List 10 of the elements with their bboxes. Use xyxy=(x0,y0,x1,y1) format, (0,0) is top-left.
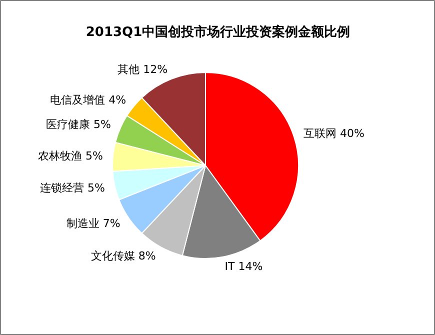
slice-label: IT 14% xyxy=(224,260,263,274)
chart-title: 2013Q1中国创投市场行业投资案例金额比例 xyxy=(86,24,350,40)
slice-label: 其他 12% xyxy=(118,63,168,76)
slice-label: 制造业 7% xyxy=(66,216,120,230)
slice-label: 文化传媒 8% xyxy=(90,249,156,262)
slice-label: 医疗健康 5% xyxy=(46,118,111,132)
slice-label: 农林牧渔 5% xyxy=(38,149,103,162)
slice-label: 互联网 40% xyxy=(303,127,364,140)
slice-label: 连锁经营 5% xyxy=(40,181,105,194)
slice-label: 电信及增值 4% xyxy=(50,93,126,106)
